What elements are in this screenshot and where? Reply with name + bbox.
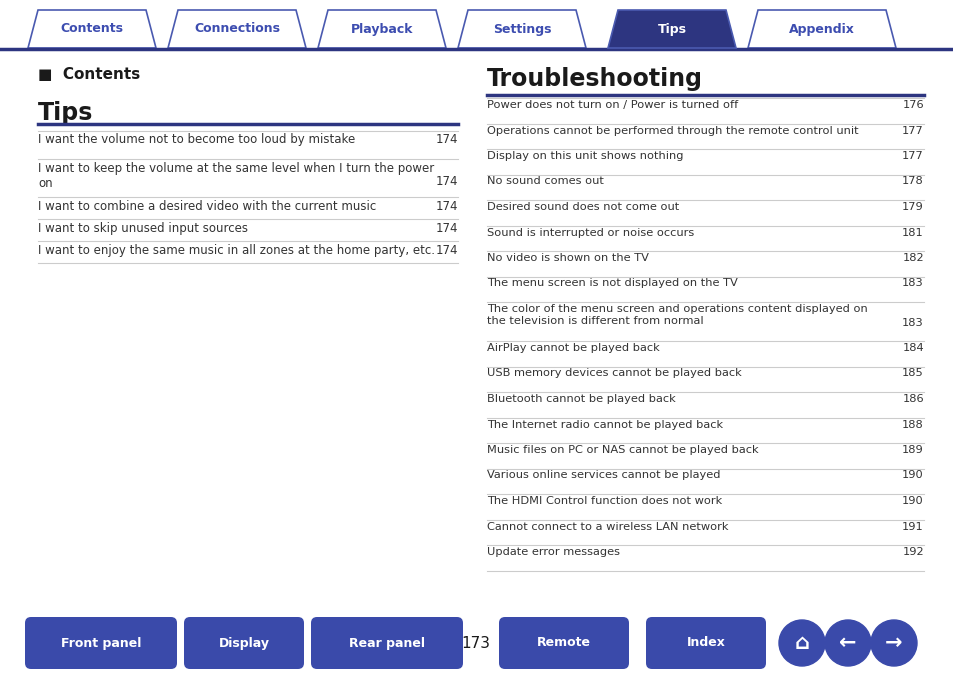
Text: ⌂: ⌂ <box>794 633 809 653</box>
Text: Index: Index <box>686 637 724 649</box>
Polygon shape <box>457 10 585 48</box>
Text: 177: 177 <box>902 151 923 161</box>
Circle shape <box>779 620 824 666</box>
Text: 186: 186 <box>902 394 923 404</box>
Text: Playback: Playback <box>351 22 413 36</box>
FancyBboxPatch shape <box>184 617 304 669</box>
Text: The Internet radio cannot be played back: The Internet radio cannot be played back <box>486 419 722 429</box>
Text: Sound is interrupted or noise occurs: Sound is interrupted or noise occurs <box>486 227 694 238</box>
Text: Appendix: Appendix <box>788 22 854 36</box>
Text: 190: 190 <box>902 496 923 506</box>
Text: ■  Contents: ■ Contents <box>38 67 140 82</box>
Text: AirPlay cannot be played back: AirPlay cannot be played back <box>486 343 659 353</box>
Text: →: → <box>884 633 902 653</box>
Text: No sound comes out: No sound comes out <box>486 176 603 186</box>
Polygon shape <box>317 10 446 48</box>
Text: 185: 185 <box>902 369 923 378</box>
Text: 174: 174 <box>435 175 457 188</box>
Text: ←: ← <box>839 633 856 653</box>
Text: Desired sound does not come out: Desired sound does not come out <box>486 202 679 212</box>
Polygon shape <box>168 10 306 48</box>
Text: 174: 174 <box>435 222 457 235</box>
Text: The color of the menu screen and operations content displayed on
the television : The color of the menu screen and operati… <box>486 304 867 326</box>
Text: Various online services cannot be played: Various online services cannot be played <box>486 470 720 481</box>
Text: Settings: Settings <box>493 22 551 36</box>
Text: Remote: Remote <box>537 637 590 649</box>
Text: 174: 174 <box>435 133 457 146</box>
Text: 190: 190 <box>902 470 923 481</box>
Text: 183: 183 <box>902 279 923 289</box>
Text: Rear panel: Rear panel <box>349 637 424 649</box>
Text: Tips: Tips <box>657 22 686 36</box>
Text: I want to skip unused input sources: I want to skip unused input sources <box>38 222 248 235</box>
Polygon shape <box>28 10 156 48</box>
Text: 182: 182 <box>902 253 923 263</box>
Text: I want to keep the volume at the same level when I turn the power
on: I want to keep the volume at the same le… <box>38 162 434 190</box>
Text: Display on this unit shows nothing: Display on this unit shows nothing <box>486 151 682 161</box>
Circle shape <box>870 620 916 666</box>
Text: 191: 191 <box>902 522 923 532</box>
Text: 178: 178 <box>902 176 923 186</box>
Text: 188: 188 <box>902 419 923 429</box>
Polygon shape <box>607 10 735 48</box>
Text: I want to combine a desired video with the current music: I want to combine a desired video with t… <box>38 200 375 213</box>
Text: 173: 173 <box>461 635 490 651</box>
Text: Front panel: Front panel <box>61 637 141 649</box>
Text: The HDMI Control function does not work: The HDMI Control function does not work <box>486 496 721 506</box>
Text: Troubleshooting: Troubleshooting <box>486 67 702 91</box>
Text: The menu screen is not displayed on the TV: The menu screen is not displayed on the … <box>486 279 737 289</box>
Polygon shape <box>747 10 895 48</box>
Text: Connections: Connections <box>193 22 280 36</box>
Text: Operations cannot be performed through the remote control unit: Operations cannot be performed through t… <box>486 125 858 135</box>
Text: Update error messages: Update error messages <box>486 547 619 557</box>
Text: Music files on PC or NAS cannot be played back: Music files on PC or NAS cannot be playe… <box>486 445 758 455</box>
Text: Display: Display <box>218 637 269 649</box>
Text: 174: 174 <box>435 244 457 257</box>
Text: 176: 176 <box>902 100 923 110</box>
Text: Contents: Contents <box>60 22 123 36</box>
Text: 192: 192 <box>902 547 923 557</box>
Text: USB memory devices cannot be played back: USB memory devices cannot be played back <box>486 369 741 378</box>
Text: 189: 189 <box>902 445 923 455</box>
Circle shape <box>824 620 870 666</box>
FancyBboxPatch shape <box>498 617 628 669</box>
Text: 177: 177 <box>902 125 923 135</box>
Text: Power does not turn on / Power is turned off: Power does not turn on / Power is turned… <box>486 100 738 110</box>
Text: I want to enjoy the same music in all zones at the home party, etc.: I want to enjoy the same music in all zo… <box>38 244 435 257</box>
FancyBboxPatch shape <box>311 617 462 669</box>
Text: 181: 181 <box>902 227 923 238</box>
Text: Bluetooth cannot be played back: Bluetooth cannot be played back <box>486 394 675 404</box>
Text: 183: 183 <box>902 318 923 328</box>
Text: Cannot connect to a wireless LAN network: Cannot connect to a wireless LAN network <box>486 522 728 532</box>
Text: 174: 174 <box>435 200 457 213</box>
Text: 179: 179 <box>902 202 923 212</box>
FancyBboxPatch shape <box>25 617 177 669</box>
Text: Tips: Tips <box>38 101 93 125</box>
Text: 184: 184 <box>902 343 923 353</box>
FancyBboxPatch shape <box>645 617 765 669</box>
Text: No video is shown on the TV: No video is shown on the TV <box>486 253 648 263</box>
Text: I want the volume not to become too loud by mistake: I want the volume not to become too loud… <box>38 133 355 146</box>
